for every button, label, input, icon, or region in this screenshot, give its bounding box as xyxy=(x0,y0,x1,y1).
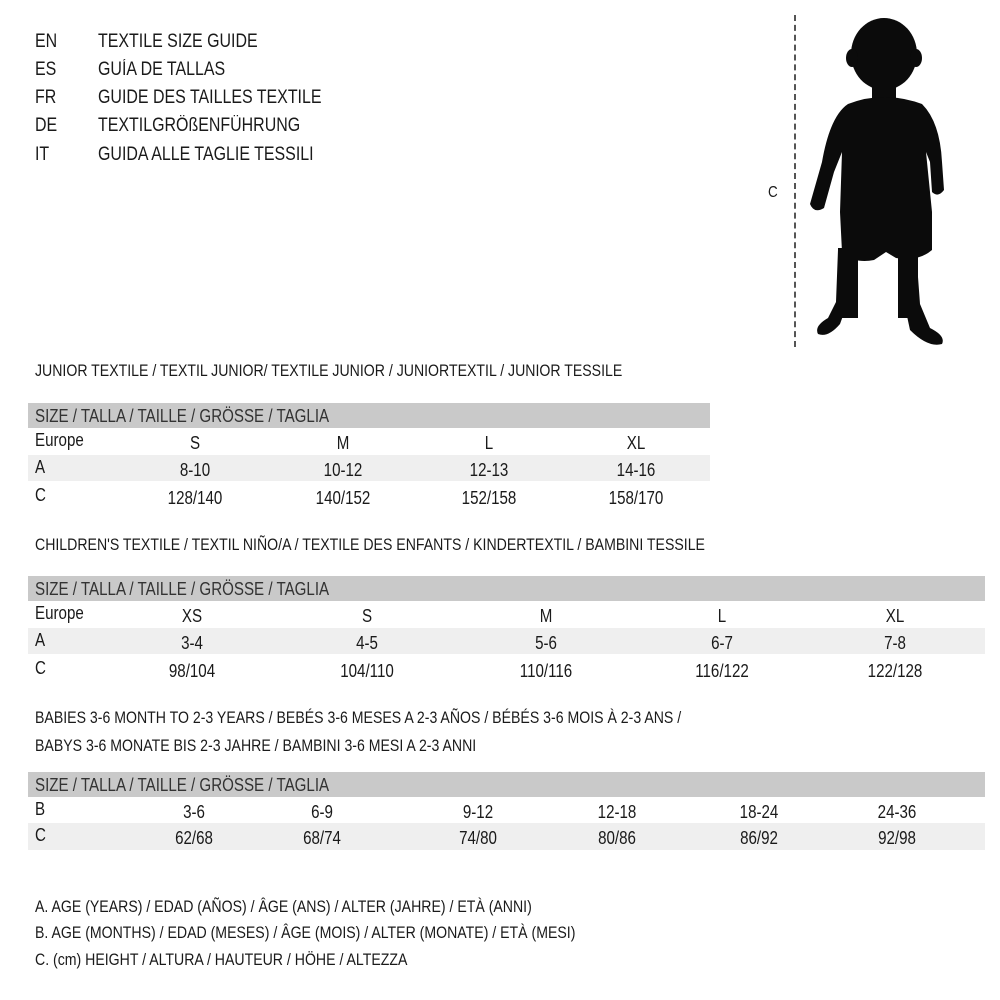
table-cell: 12-13 xyxy=(469,460,509,480)
table-cell: 18-24 xyxy=(739,802,779,822)
table-cell: 116/122 xyxy=(695,661,749,681)
lang-code-fr: FR xyxy=(35,87,57,108)
table-cell: M xyxy=(336,433,350,453)
table-cell: 98/104 xyxy=(168,661,216,681)
table-cell: 10-12 xyxy=(323,460,363,480)
lang-title-fr: GUIDE DES TAILLES TEXTILE xyxy=(98,87,322,108)
row-label: Europe xyxy=(35,603,84,623)
table-cell: 7-8 xyxy=(884,633,906,653)
height-dashed-line xyxy=(794,15,796,347)
table-cell: 128/140 xyxy=(167,488,223,508)
size-header-bar xyxy=(28,576,985,601)
table-cell: 92/98 xyxy=(878,828,916,848)
table-cell: 86/92 xyxy=(740,828,778,848)
size-header-label: SIZE / TALLA / TAILLE / GRÖSSE / TAGLIA xyxy=(35,579,330,599)
size-header-label: SIZE / TALLA / TAILLE / GRÖSSE / TAGLIA xyxy=(35,775,330,795)
row-label: A xyxy=(35,457,46,477)
table-cell: L xyxy=(484,433,494,453)
table-cell: 6-9 xyxy=(311,802,333,822)
table-cell: 74/80 xyxy=(459,828,497,848)
row-label: A xyxy=(35,630,46,650)
lang-code-it: IT xyxy=(35,144,50,165)
row-label: B xyxy=(35,799,46,819)
legend-b: B. AGE (MONTHS) / EDAD (MESES) / ÂGE (MO… xyxy=(35,923,576,942)
row-shading xyxy=(28,455,710,481)
size-header-bar xyxy=(28,772,985,797)
size-header-label: SIZE / TALLA / TAILLE / GRÖSSE / TAGLIA xyxy=(35,406,330,426)
table-cell: 110/116 xyxy=(519,661,573,681)
table-cell: XL xyxy=(885,606,905,626)
table-cell: 3-6 xyxy=(183,802,205,822)
table-cell: L xyxy=(717,606,727,626)
table-cell: 8-10 xyxy=(179,460,211,480)
table-cell: S xyxy=(189,433,201,453)
table-cell: 122/128 xyxy=(867,661,923,681)
lang-code-en: EN xyxy=(35,31,58,52)
table-cell: XS xyxy=(181,606,203,626)
lang-title-it: GUIDA ALLE TAGLIE TESSILI xyxy=(98,144,314,165)
lang-title-en: TEXTILE SIZE GUIDE xyxy=(98,31,258,52)
table-cell: 140/152 xyxy=(315,488,371,508)
legend-c: C. (cm) HEIGHT / ALTURA / HAUTEUR / HÖHE… xyxy=(35,950,408,969)
child-silhouette-icon xyxy=(810,18,944,345)
table-cell: 68/74 xyxy=(303,828,341,848)
table-title: JUNIOR TEXTILE / TEXTIL JUNIOR/ TEXTILE … xyxy=(35,361,623,380)
table-title: BABIES 3-6 MONTH TO 2-3 YEARS / BEBÉS 3-… xyxy=(35,708,682,727)
table-cell: 24-36 xyxy=(877,802,917,822)
measure-label: C xyxy=(768,184,778,201)
table-cell: 62/68 xyxy=(175,828,213,848)
row-label: C xyxy=(35,485,46,505)
legend-a: A. AGE (YEARS) / EDAD (AÑOS) / ÂGE (ANS)… xyxy=(35,897,532,916)
table-title: CHILDREN'S TEXTILE / TEXTIL NIÑO/A / TEX… xyxy=(35,535,705,554)
lang-code-es: ES xyxy=(35,59,57,80)
table-cell: 5-6 xyxy=(535,633,557,653)
row-label: Europe xyxy=(35,430,84,450)
size-header-bar xyxy=(28,403,710,428)
lang-code-de: DE xyxy=(35,115,58,136)
table-cell: 3-4 xyxy=(181,633,203,653)
table-cell: S xyxy=(361,606,373,626)
lang-title-de: TEXTILGRÖßENFÜHRUNG xyxy=(98,115,301,136)
table-cell: 9-12 xyxy=(462,802,494,822)
table-title: BABYS 3-6 MONATE BIS 2-3 JAHRE / BAMBINI… xyxy=(35,736,477,755)
table-cell: 14-16 xyxy=(616,460,656,480)
row-label: C xyxy=(35,658,46,678)
row-shading xyxy=(28,823,985,850)
table-cell: XL xyxy=(626,433,646,453)
table-cell: 80/86 xyxy=(598,828,636,848)
table-cell: 4-5 xyxy=(356,633,378,653)
table-cell: 152/158 xyxy=(461,488,517,508)
table-cell: M xyxy=(539,606,553,626)
table-cell: 12-18 xyxy=(597,802,637,822)
table-cell: 6-7 xyxy=(711,633,733,653)
table-cell: 104/110 xyxy=(340,661,394,681)
table-cell: 158/170 xyxy=(608,488,664,508)
lang-title-es: GUÍA DE TALLAS xyxy=(98,59,226,80)
row-shading xyxy=(28,628,985,654)
row-label: C xyxy=(35,825,46,845)
